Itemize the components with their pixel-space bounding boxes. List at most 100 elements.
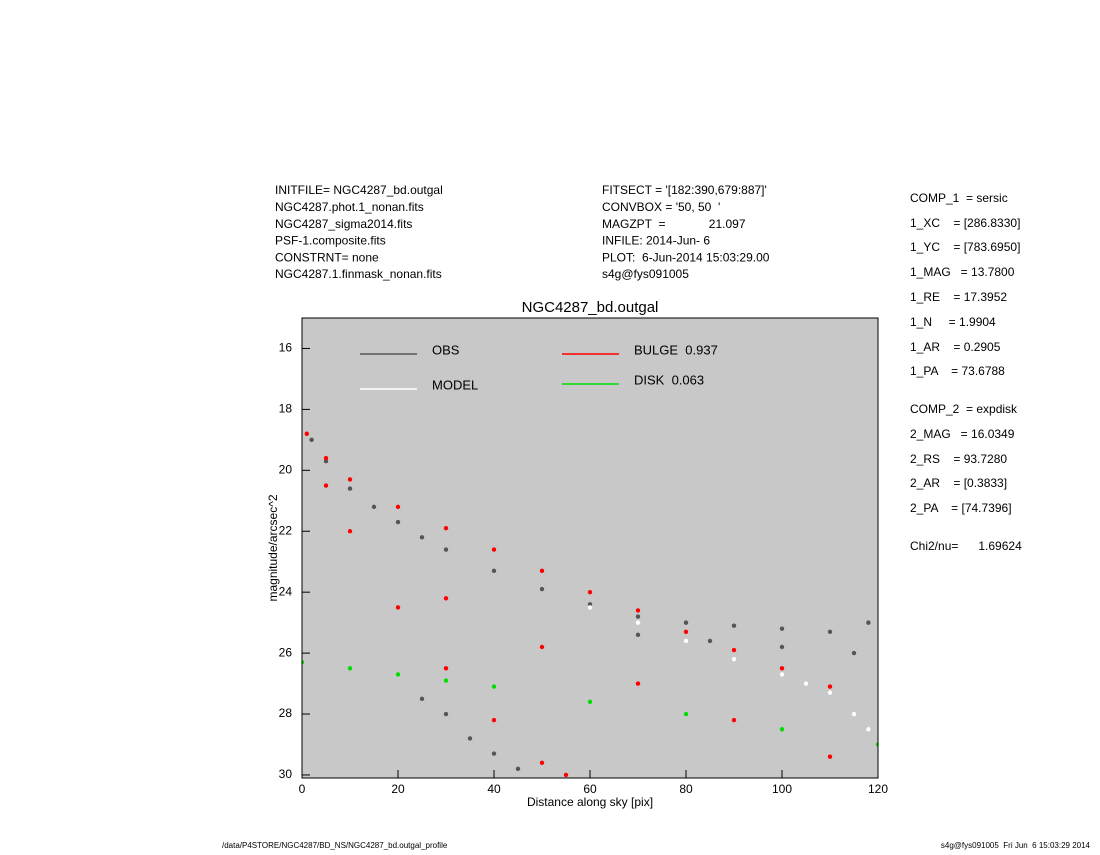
data-point <box>866 727 871 732</box>
data-point <box>539 586 545 592</box>
data-point <box>851 711 857 717</box>
x-tick-label: 100 <box>772 782 792 796</box>
data-point <box>443 666 449 671</box>
data-point <box>731 623 737 628</box>
parameter-line: 2_PA = [74.7396] <box>910 501 1012 515</box>
data-point <box>347 529 353 534</box>
data-point <box>587 602 593 607</box>
data-point <box>779 672 785 677</box>
plot-area <box>302 318 878 778</box>
header-middle-line: FITSECT = '[182:390,679:887]' <box>602 183 767 197</box>
x-tick-label: 20 <box>391 782 405 796</box>
data-point <box>323 483 329 488</box>
parameter-line: COMP_1 = sersic <box>910 191 1008 205</box>
data-point <box>539 644 545 650</box>
header-middle-line: CONVBOX = '50, 50 ' <box>602 200 720 214</box>
legend-label: DISK 0.063 <box>634 372 704 387</box>
data-point <box>779 644 785 650</box>
data-point <box>491 717 497 723</box>
y-tick-label: 22 <box>279 523 293 537</box>
x-tick-label: 40 <box>487 782 501 796</box>
data-point <box>539 760 545 765</box>
data-point <box>827 690 833 695</box>
data-point <box>491 547 497 552</box>
data-point <box>302 660 305 665</box>
x-tick-label: 80 <box>679 782 693 796</box>
data-point <box>779 727 785 732</box>
legend-label: MODEL <box>432 377 478 392</box>
y-tick-label: 30 <box>279 767 293 781</box>
data-point <box>827 684 833 689</box>
data-point <box>587 589 593 595</box>
data-point <box>443 525 449 531</box>
parameter-line: Chi2/nu= 1.69624 <box>910 539 1022 553</box>
data-point <box>371 504 377 510</box>
header-middle-line: INFILE: 2014-Jun- 6 <box>602 234 710 248</box>
data-point <box>635 681 641 686</box>
data-point <box>491 684 497 689</box>
data-point <box>683 629 689 634</box>
data-point <box>443 678 449 683</box>
data-point <box>395 672 401 677</box>
data-point <box>587 699 593 705</box>
y-axis-label: magnitude/arcsec^2 <box>266 494 280 601</box>
data-point <box>779 626 785 631</box>
parameter-line: 1_N = 1.9904 <box>910 315 996 329</box>
data-point <box>683 711 689 717</box>
data-point <box>443 711 449 717</box>
data-point <box>491 751 497 756</box>
parameter-line: COMP_2 = expdisk <box>910 402 1018 416</box>
data-point <box>309 437 314 443</box>
data-point <box>347 486 353 491</box>
data-point <box>827 754 833 759</box>
legend-label: OBS <box>432 342 460 357</box>
parameter-line: 1_RE = 17.3952 <box>910 290 1007 304</box>
data-point <box>347 666 353 671</box>
header-left-line: INITFILE= NGC4287_bd.outgal <box>275 183 443 197</box>
y-tick-label: 28 <box>279 706 293 720</box>
data-point <box>683 620 689 625</box>
data-point <box>866 620 871 625</box>
data-point <box>803 681 809 686</box>
y-tick-label: 26 <box>279 645 293 659</box>
data-layer <box>302 431 878 778</box>
header-left-line: CONSTRNT= none <box>275 250 379 264</box>
footer-path: /data/P4STORE/NGC4287/BD_NS/NGC4287_bd.o… <box>222 841 448 850</box>
data-point <box>635 608 641 613</box>
header-middle-line: MAGZPT = 21.097 <box>602 217 746 231</box>
header-middle-line: PLOT: 6-Jun-2014 15:03:29.00 <box>602 250 770 264</box>
data-point <box>635 614 641 619</box>
data-point <box>731 647 737 653</box>
data-point <box>635 632 641 638</box>
data-point <box>419 535 425 540</box>
parameter-line: 1_YC = [783.6950] <box>910 240 1020 254</box>
y-tick-label: 24 <box>279 584 293 598</box>
parameter-line: 1_AR = 0.2905 <box>910 340 1001 354</box>
data-point <box>467 736 473 741</box>
header-left-line: NGC4287.phot.1_nonan.fits <box>275 200 424 214</box>
header-left-line: NGC4287.1.finmask_nonan.fits <box>275 267 442 281</box>
data-point <box>443 596 449 601</box>
data-point <box>587 605 593 610</box>
y-tick-label: 16 <box>279 341 293 355</box>
data-point <box>443 547 449 552</box>
data-point <box>731 717 737 723</box>
data-point <box>707 638 713 644</box>
y-tick-label: 18 <box>279 402 293 416</box>
data-point <box>515 766 521 772</box>
parameter-line: 2_RS = 93.7280 <box>910 452 1007 466</box>
header-left-line: NGC4287_sigma2014.fits <box>275 217 412 231</box>
data-point <box>323 455 329 461</box>
parameter-line: 2_AR = [0.3833] <box>910 476 1007 490</box>
x-tick-label: 60 <box>583 782 597 796</box>
data-point <box>827 629 833 634</box>
x-axis-label: Distance along sky [pix] <box>527 795 653 809</box>
legend-label: BULGE 0.937 <box>634 342 718 357</box>
header-left-line: PSF-1.composite.fits <box>275 234 386 248</box>
data-point <box>563 772 569 778</box>
x-tick-label: 0 <box>299 782 306 796</box>
footer-stamp: s4g@fys091005 Fri Jun 6 15:03:29 2014 <box>941 841 1091 850</box>
data-point <box>395 605 401 610</box>
data-point <box>304 431 309 436</box>
